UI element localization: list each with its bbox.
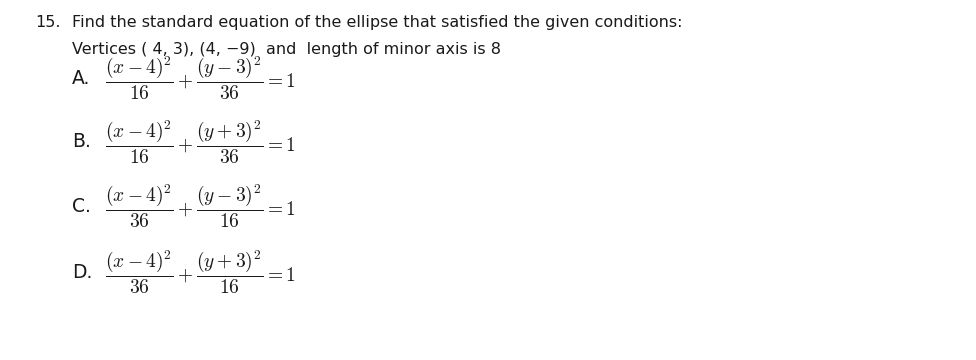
- Text: $\dfrac{(x-4)^2}{16}+\dfrac{(y-3)^2}{36}=1$: $\dfrac{(x-4)^2}{16}+\dfrac{(y-3)^2}{36}…: [105, 54, 296, 102]
- Text: 15.: 15.: [35, 15, 61, 30]
- Text: $\dfrac{(x-4)^2}{16}+\dfrac{(y+3)^2}{36}=1$: $\dfrac{(x-4)^2}{16}+\dfrac{(y+3)^2}{36}…: [105, 118, 296, 166]
- Text: $\dfrac{(x-4)^2}{36}+\dfrac{(y-3)^2}{16}=1$: $\dfrac{(x-4)^2}{36}+\dfrac{(y-3)^2}{16}…: [105, 183, 296, 230]
- Text: B.: B.: [72, 132, 91, 152]
- Text: C.: C.: [72, 197, 91, 216]
- Text: $\dfrac{(x-4)^2}{36}+\dfrac{(y+3)^2}{16}=1$: $\dfrac{(x-4)^2}{36}+\dfrac{(y+3)^2}{16}…: [105, 248, 296, 296]
- Text: D.: D.: [72, 262, 93, 282]
- Text: A.: A.: [72, 68, 91, 87]
- Text: Vertices ( 4, 3), (4, −9)  and  length of minor axis is 8: Vertices ( 4, 3), (4, −9) and length of …: [72, 42, 501, 57]
- Text: Find the standard equation of the ellipse that satisfied the given conditions:: Find the standard equation of the ellips…: [72, 15, 682, 30]
